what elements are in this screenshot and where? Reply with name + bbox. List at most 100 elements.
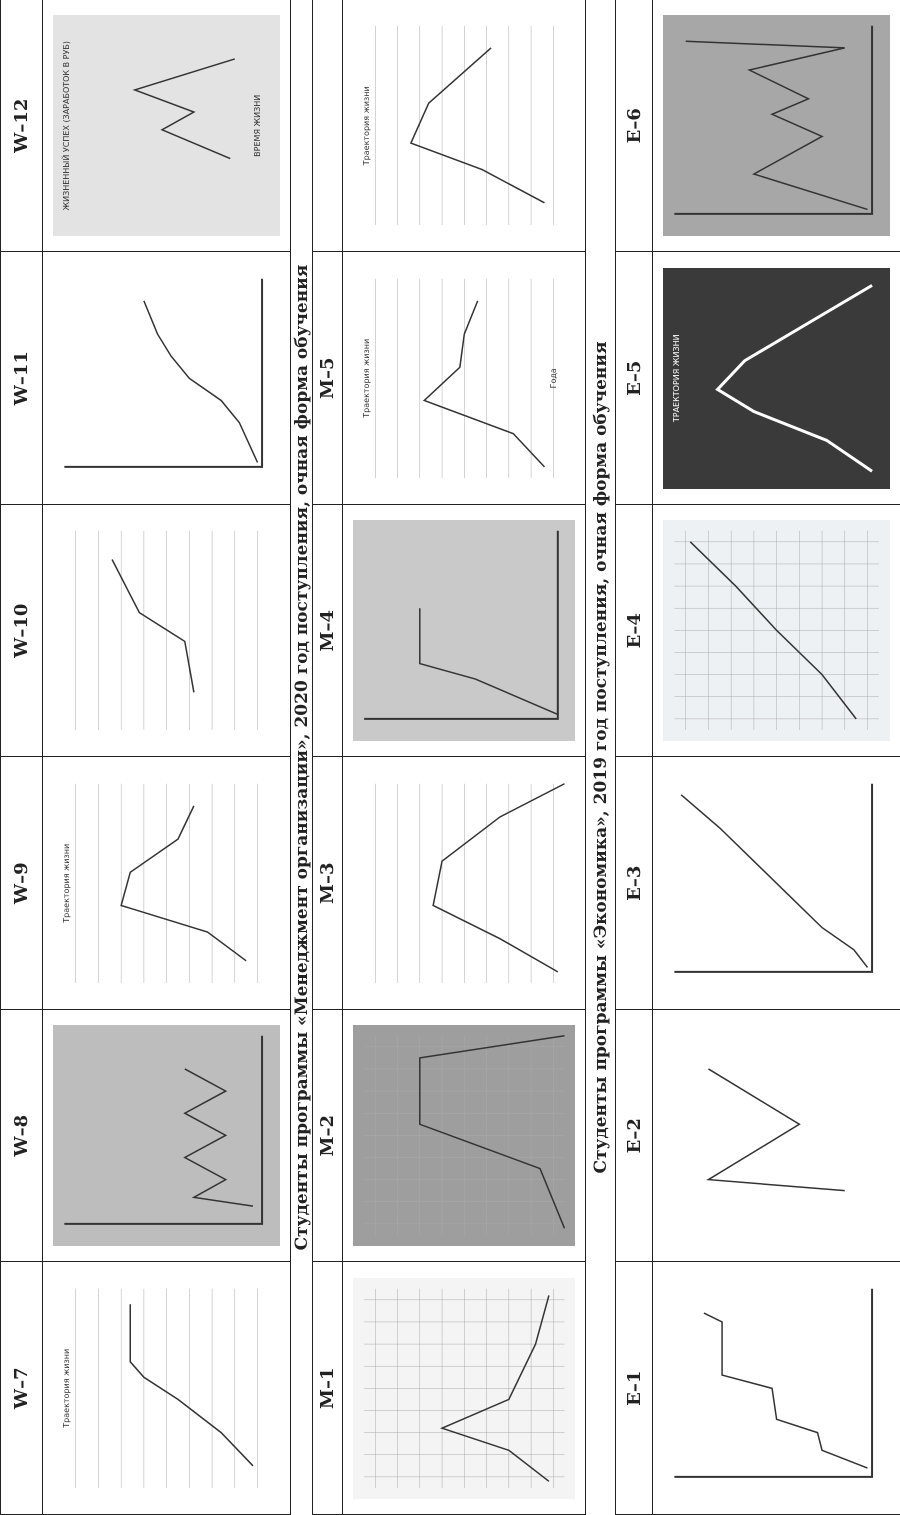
sketch-line xyxy=(419,1036,564,1229)
label-cell: W–7 xyxy=(1,1262,42,1515)
label-row: W–7 W–8 W–9 W–10 W–11 W–12 xyxy=(0,0,42,1515)
image-text: ЖИЗНЕННЫЙ УСПЕХ (ЗАРАБОТОК В РУБ) xyxy=(61,41,71,211)
label-row: Е–1 Е–2 Е–3 Е–4 Е–5 Е–6 xyxy=(615,0,652,1515)
sketch xyxy=(353,1025,576,1246)
sketch xyxy=(663,773,890,994)
image-cell xyxy=(653,757,900,1010)
label-cell: Е–5 xyxy=(616,252,652,505)
chart-image: Траектория жизни xyxy=(52,1277,281,1499)
label-cell: Е–4 xyxy=(616,505,652,758)
sketch xyxy=(53,268,280,489)
label-cell: Е–1 xyxy=(616,1262,652,1515)
image-cell: Траектория жизни xyxy=(343,0,585,253)
cell-label: Е–6 xyxy=(623,108,645,144)
sketch-line xyxy=(419,609,557,715)
image-cell xyxy=(343,1262,585,1515)
label-cell: W–8 xyxy=(1,1010,42,1263)
sketch xyxy=(663,15,890,236)
image-text: Траектория жизни xyxy=(361,338,371,418)
sketch-line xyxy=(424,301,544,467)
image-text: Года xyxy=(548,368,558,389)
sketch xyxy=(663,1025,890,1246)
image-cell: Траектория жизни Года xyxy=(343,252,585,505)
chart-image: Траектория жизни Года xyxy=(352,267,576,489)
image-cell xyxy=(343,757,585,1010)
sketch-line xyxy=(674,1289,872,1477)
sketch xyxy=(53,15,280,236)
image-text: ВРЕМЯ ЖИЗНИ xyxy=(252,94,262,157)
label-cell: Е–3 xyxy=(616,757,652,1010)
section-caption: Студенты программы «Менеджмент организац… xyxy=(290,0,312,1515)
cell-label: Е–1 xyxy=(623,1370,645,1406)
cell-label: Е–4 xyxy=(623,613,645,649)
image-text: ТРАЕКТОРИЯ ЖИЗНИ xyxy=(671,334,681,423)
cell-label: Е–5 xyxy=(623,360,645,396)
sketch-line xyxy=(121,806,246,961)
cell-label: W–11 xyxy=(11,351,32,406)
image-cell xyxy=(653,0,900,253)
chart-image xyxy=(662,772,891,994)
sketch xyxy=(663,520,890,741)
image-row: Траектория жизни Года Траектория жизни xyxy=(342,0,585,1515)
image-row: Траектория жизни Траектория жизни ЖИЗНЕННЫ… xyxy=(42,0,290,1515)
chart-image xyxy=(52,267,281,489)
cell-label: W–10 xyxy=(11,603,32,658)
image-cell xyxy=(43,252,290,505)
chart-image xyxy=(662,1025,891,1247)
cell-label: М–4 xyxy=(317,610,338,652)
sketch-line xyxy=(686,42,868,210)
sketch xyxy=(663,268,890,489)
image-cell xyxy=(653,505,900,758)
sketch xyxy=(53,773,280,994)
image-cell xyxy=(653,1262,900,1515)
sketch-line xyxy=(144,301,258,463)
image-cell xyxy=(43,1010,290,1263)
sketch xyxy=(53,520,280,741)
chart-image xyxy=(52,520,281,742)
chart-image xyxy=(352,1277,576,1499)
cell-label: W–8 xyxy=(11,1114,32,1157)
image-text: Траектория жизни xyxy=(361,86,371,166)
chart-image xyxy=(662,15,891,237)
sketch-line xyxy=(64,1036,262,1224)
sketch-line xyxy=(433,784,564,972)
section-caption: Студенты программы «Экономика», 2019 год… xyxy=(585,0,615,1515)
sketch xyxy=(53,1025,280,1246)
cell-label: W–12 xyxy=(11,98,32,153)
chart-image xyxy=(662,1277,891,1499)
sketch-line xyxy=(135,59,235,159)
image-cell: Траектория жизни xyxy=(43,757,290,1010)
chart-image: Траектория жизни xyxy=(52,772,281,994)
sketch-line xyxy=(674,784,872,972)
image-text: Траектория жизни xyxy=(61,843,71,923)
image-text: Траектория жизни xyxy=(61,1348,71,1428)
label-cell: М–1 xyxy=(313,1262,342,1515)
chart-image xyxy=(352,772,576,994)
image-cell xyxy=(343,505,585,758)
image-cell: ЖИЗНЕННЫЙ УСПЕХ (ЗАРАБОТОК В РУБ) ВРЕМЯ Ж… xyxy=(43,0,290,253)
cell-label: М–3 xyxy=(317,862,338,904)
label-cell: М–4 xyxy=(313,505,342,758)
label-cell: М–3 xyxy=(313,757,342,1010)
cell-label: М–5 xyxy=(317,357,338,399)
sketch-line xyxy=(674,26,872,214)
chart-image xyxy=(352,1025,576,1247)
label-cell: W–9 xyxy=(1,757,42,1010)
sketch-line xyxy=(690,542,856,719)
sketch xyxy=(663,1278,890,1499)
sketch xyxy=(353,1278,576,1499)
label-cell: Е–2 xyxy=(616,1010,652,1263)
sketch xyxy=(353,15,576,236)
cell-label: М–2 xyxy=(317,1115,338,1157)
sketch-line xyxy=(64,279,262,467)
chart-image xyxy=(662,520,891,742)
cell-label: W–9 xyxy=(11,862,32,905)
cell-label: W–7 xyxy=(11,1367,32,1410)
sketch-line xyxy=(442,1295,549,1481)
label-cell: W–11 xyxy=(1,252,42,505)
sketch-line xyxy=(717,285,872,471)
chart-image: ЖИЗНЕННЫЙ УСПЕХ (ЗАРАБОТОК В РУБ) ВРЕМЯ Ж… xyxy=(52,15,281,237)
image-cell: ТРАЕКТОРИЯ ЖИЗНИ xyxy=(653,252,900,505)
cell-label: Е–2 xyxy=(623,1118,645,1154)
